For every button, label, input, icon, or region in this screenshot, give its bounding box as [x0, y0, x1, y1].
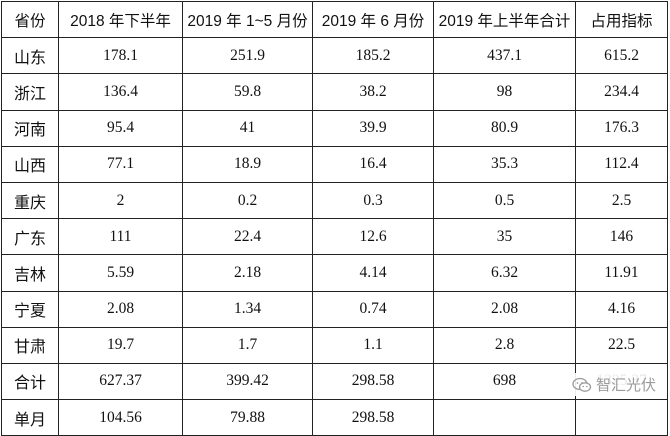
- table-row: 吉林 5.59 2.18 4.14 6.32 11.91: [1, 254, 668, 292]
- table-row: 河南 95.4 41 39.9 80.9 176.3: [1, 109, 668, 147]
- column-header-3: 2019 年 6 月份: [312, 0, 434, 39]
- table-cell: 6.32: [433, 254, 576, 292]
- table-cell: 234.4: [575, 73, 668, 111]
- table-cell: 399.42: [182, 362, 313, 401]
- column-header-2: 2019 年 1~5 月份: [182, 0, 313, 39]
- table-cell: 0.74: [312, 290, 434, 328]
- table-cell: 2.08: [58, 290, 183, 328]
- table-cell: 2.8: [433, 326, 576, 364]
- column-header-5: 占用指标: [575, 0, 668, 39]
- table-cell: 251.9: [182, 37, 313, 75]
- table-cell: 0.2: [182, 181, 313, 220]
- table-cell: 178.1: [58, 37, 183, 75]
- table-cell: 4.14: [312, 254, 434, 292]
- table-cell: 111: [58, 218, 183, 256]
- table-cell: 12.6: [312, 218, 434, 256]
- table-row: 山西 77.1 18.9 16.4 35.3 112.4: [1, 145, 668, 183]
- table-cell: 2: [58, 181, 183, 220]
- table-cell: 1.1: [312, 326, 434, 364]
- table-cell: 38.2: [312, 73, 434, 111]
- column-header-0: 省份: [1, 0, 59, 39]
- table-row: 广东 111 22.4 12.6 35 146: [1, 218, 668, 256]
- table-cell: 1.7: [182, 326, 313, 364]
- table-cell: 627.37: [58, 362, 183, 401]
- table-cell: 16.4: [312, 145, 434, 183]
- table-row: 重庆 2 0.2 0.3 0.5 2.5: [1, 181, 668, 220]
- row-label: 浙江: [1, 73, 59, 111]
- column-header-4: 2019 年上半年合计: [433, 0, 576, 39]
- table-cell: 146: [575, 218, 668, 256]
- table-cell: 35.3: [433, 145, 576, 183]
- row-label: 广东: [1, 218, 59, 256]
- table-cell: 39.9: [312, 109, 434, 147]
- row-label: 甘肃: [1, 326, 59, 364]
- table-cell: 59.8: [182, 73, 313, 111]
- table-cell: 112.4: [575, 145, 668, 183]
- row-label: 宁夏: [1, 290, 59, 328]
- table-cell: 22.4: [182, 218, 313, 256]
- table-cell: 80.9: [433, 109, 576, 147]
- table-row: 甘肃 19.7 1.7 1.1 2.8 22.5: [1, 326, 668, 364]
- watermark-text: 智汇光伏: [595, 376, 656, 394]
- table-cell: 698: [433, 362, 576, 401]
- table-cell: 5.59: [58, 254, 183, 292]
- table-row: 山东 178.1 251.9 185.2 437.1 615.2: [1, 37, 668, 75]
- table-cell: 22.5: [575, 326, 668, 364]
- header-row: 省份 2018 年下半年 2019 年 1~5 月份 2019 年 6 月份 2019 …: [1, 0, 668, 39]
- table-cell: 41: [182, 109, 313, 147]
- table-row: 浙江 136.4 59.8 38.2 98 234.4: [1, 73, 668, 111]
- table-cell: 4.16: [575, 290, 668, 328]
- table-cell: 136.4: [58, 73, 183, 111]
- table-cell: 2.18: [182, 254, 313, 292]
- table-cell: 95.4: [58, 109, 183, 147]
- row-label: 合计: [1, 362, 59, 401]
- table-cell: 98: [433, 73, 576, 111]
- table-cell: 437.1: [433, 37, 576, 75]
- table-cell: 0.3: [312, 181, 434, 220]
- column-header-1: 2018 年下半年: [58, 0, 183, 39]
- table-cell: 2.08: [433, 290, 576, 328]
- table-cell: 18.9: [182, 145, 313, 183]
- table-cell: 615.2: [575, 37, 668, 75]
- table-row: 宁夏 2.08 1.34 0.74 2.08 4.16: [1, 290, 668, 328]
- table-cell: 298.58: [312, 362, 434, 401]
- watermark: 智汇光伏: [567, 373, 660, 396]
- table-cell: 11.91: [575, 254, 668, 292]
- table-cell: 35: [433, 218, 576, 256]
- table-cell: 19.7: [58, 326, 183, 364]
- row-label: 河南: [1, 109, 59, 147]
- table-cell: 185.2: [312, 37, 434, 75]
- table-cell: 0.5: [433, 181, 576, 220]
- row-label: 重庆: [1, 181, 59, 220]
- table-cell: 176.3: [575, 109, 668, 147]
- table-cell: 2.5: [575, 181, 668, 220]
- wechat-icon: [572, 377, 592, 393]
- table-cell: 77.1: [58, 145, 183, 183]
- row-label: 吉林: [1, 254, 59, 292]
- table-cell: 1.34: [182, 290, 313, 328]
- row-label: 山西: [1, 145, 59, 183]
- row-label: 山东: [1, 37, 59, 75]
